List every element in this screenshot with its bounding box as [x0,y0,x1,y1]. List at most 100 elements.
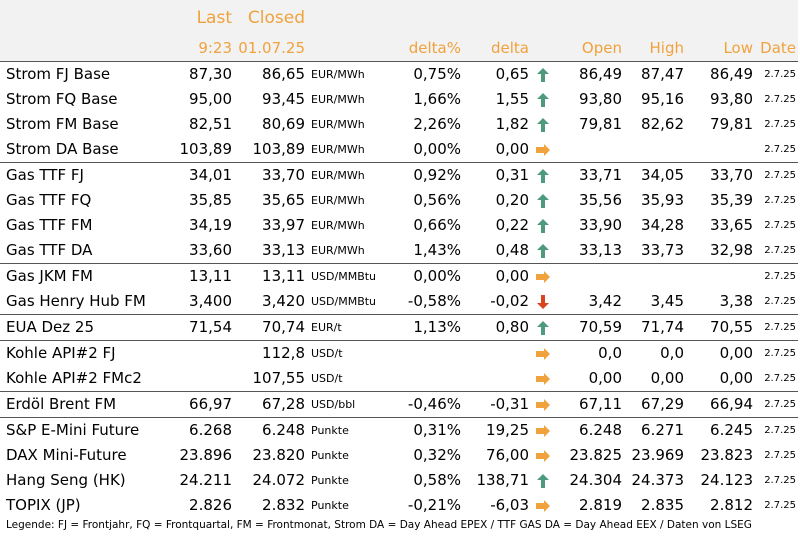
row-name: Gas TTF FM [6,216,93,234]
row-date: 2.7.25 [764,220,796,231]
table-row: TOPIX (JP) 2.826 2.832 Punkte -0,21% -6,03 2.8… [0,493,798,518]
header-last-time: 9:23 [162,36,232,62]
row-name: Kohle API#2 FJ [0,340,162,366]
row-low: 2.812 [710,496,753,514]
row-closed: 112,8 [232,340,305,366]
row-open: 23.825 [569,446,623,464]
arrow-right-icon [529,417,556,443]
row-low: 3,38 [719,292,753,310]
row-closed: 33,13 [262,241,305,259]
arrow-right-icon [529,391,556,418]
row-delta [461,340,529,366]
arrow-right-icon [529,137,556,163]
row-last: 71,54 [162,314,232,341]
row-last: 35,85 [189,191,232,209]
row-delta: 19,25 [461,417,529,443]
row-high: 67,29 [622,391,684,418]
arrow-up-icon [529,314,556,341]
row-unit: USD/MMBtu [305,263,397,289]
row-unit: Punkte [305,417,397,443]
row-delta-pct: 1,43% [413,241,461,259]
row-delta-pct: 0,56% [413,191,461,209]
row-delta-pct: 0,00% [413,140,461,158]
row-delta-pct: 0,00% [397,263,461,289]
arrow-up-icon [529,87,556,112]
row-open: 35,56 [579,191,622,209]
row-date: 2.7.25 [764,475,796,486]
row-low: 33,70 [684,162,753,188]
row-delta-pct: -0,21% [407,496,461,514]
header-row-2: 9:23 01.07.25 delta% delta Open High Low… [0,36,798,62]
row-date: 2.7.25 [764,119,796,130]
row-open: 2.819 [579,496,622,514]
row-low: 93,80 [710,90,753,108]
row-open: 70,59 [556,314,622,341]
table-row: Strom FJ Base 87,30 86,65 EUR/MWh 0,75% 0,65 8… [0,61,798,87]
row-low: 33,65 [710,216,753,234]
row-high: 0,0 [622,340,684,366]
row-last: 2.826 [189,496,232,514]
row-last: 34,19 [189,216,232,234]
row-last: 6.268 [162,417,232,443]
row-last [162,366,232,392]
row-unit: USD/bbl [305,391,397,418]
row-delta-pct: 0,66% [413,216,461,234]
row-closed: 23.820 [252,446,306,464]
table-row: Erdöl Brent FM 66,97 67,28 USD/bbl -0,46% -0,… [0,391,798,418]
table-row: Gas JKM FM 13,11 13,11 USD/MMBtu 0,00% 0,00 2.… [0,263,798,289]
row-date: 2.7.25 [764,373,796,384]
table-row: Strom FM Base 82,51 80,69 EUR/MWh 2,26% 1,82 7… [0,112,798,137]
header-row-1: Last Closed [0,0,798,36]
row-closed: 33,70 [232,162,305,188]
row-high: 2.835 [641,496,684,514]
row-name: Strom FQ Base [6,90,118,108]
row-unit: EUR/MWh [311,194,365,207]
row-unit: Punkte [311,449,349,462]
row-name: S&P E-Mini Future [0,417,162,443]
row-low: 0,00 [719,369,753,387]
row-closed: 107,55 [252,369,306,387]
row-unit: EUR/MWh [311,93,365,106]
row-name: Gas TTF FJ [0,162,162,188]
row-delta-pct: 0,75% [397,61,461,87]
row-delta-pct: 1,66% [413,90,461,108]
row-delta: 138,71 [476,471,530,489]
row-high: 6.271 [622,417,684,443]
row-low: 24.123 [700,471,754,489]
row-low [684,137,753,163]
row-last: 95,00 [189,90,232,108]
row-closed: 6.248 [232,417,305,443]
row-last: 103,89 [179,140,233,158]
row-closed: 13,11 [232,263,305,289]
row-low: 32,98 [710,241,753,259]
legend-text: Legende: FJ = Frontjahr, FQ = Frontquart… [6,519,752,531]
row-last: 66,97 [162,391,232,418]
row-closed: 86,65 [232,61,305,87]
row-low: 0,00 [684,340,753,366]
row-closed: 2.832 [262,496,305,514]
row-high: 82,62 [641,115,684,133]
row-last: 33,60 [189,241,232,259]
table-row: Gas Henry Hub FM 3,400 3,420 USD/MMBtu -0,58… [0,289,798,315]
row-delta: 0,65 [461,61,529,87]
row-low [684,263,753,289]
row-delta: 1,55 [495,90,529,108]
row-date: 2.7.25 [764,195,796,206]
table-row: EUA Dez 25 71,54 70,74 EUR/t 1,13% 0,80 70,59 7… [0,314,798,341]
header-closed: Closed [232,0,305,36]
row-unit: USD/t [311,372,343,385]
row-delta: 1,82 [495,115,529,133]
row-delta: -0,31 [461,391,529,418]
row-name: Gas TTF DA [6,241,93,259]
row-delta-pct: 0,31% [397,417,461,443]
row-open: 33,71 [556,162,622,188]
row-high: 23.969 [631,446,685,464]
row-closed: 93,45 [262,90,305,108]
row-name: EUA Dez 25 [0,314,162,341]
row-closed: 70,74 [232,314,305,341]
row-unit: EUR/MWh [311,143,365,156]
row-delta: 76,00 [486,446,529,464]
row-name: Hang Seng (HK) [6,471,126,489]
row-delta-pct: 0,92% [397,162,461,188]
row-high [622,263,684,289]
